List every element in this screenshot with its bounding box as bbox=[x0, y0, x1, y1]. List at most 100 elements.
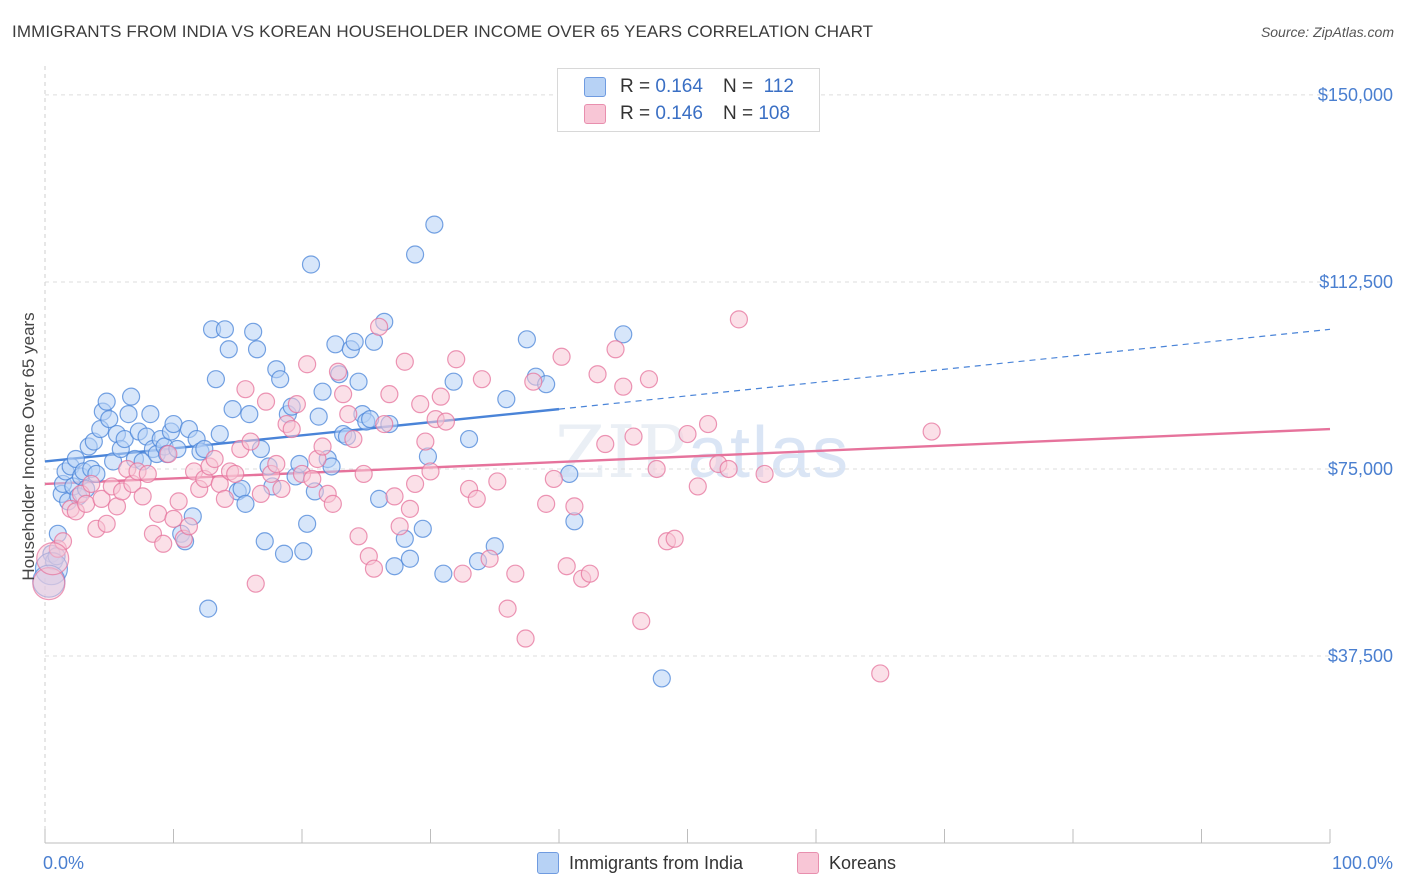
korean-point bbox=[665, 529, 684, 548]
korean-point bbox=[77, 494, 96, 513]
y-tick-label: $75,000 bbox=[1328, 459, 1393, 479]
korean-point bbox=[349, 527, 368, 546]
korean-point bbox=[524, 372, 543, 391]
korean-point bbox=[138, 464, 157, 484]
korean-point bbox=[344, 429, 363, 449]
india-point bbox=[309, 407, 328, 426]
india-point bbox=[240, 405, 259, 424]
korean-point bbox=[334, 385, 353, 404]
y-axis-title: Householder Income Over 65 years bbox=[19, 312, 38, 580]
korean-point bbox=[241, 432, 260, 451]
korean-point bbox=[380, 385, 399, 404]
korean-point bbox=[719, 459, 738, 479]
legend-r-label: R = bbox=[620, 103, 651, 124]
korean-point bbox=[588, 365, 607, 384]
y-tick-label: $37,500 bbox=[1328, 646, 1393, 666]
korean-point bbox=[246, 574, 265, 593]
legend-swatch-koreans bbox=[797, 852, 819, 874]
y-tick-label: $150,000 bbox=[1318, 85, 1393, 105]
korean-point bbox=[303, 469, 322, 489]
korean-point bbox=[421, 462, 440, 481]
india-point bbox=[326, 335, 345, 354]
india-point bbox=[271, 370, 290, 389]
korean-point bbox=[565, 497, 584, 516]
watermark-zip: ZIP bbox=[555, 410, 688, 494]
korean-point bbox=[298, 355, 317, 374]
korean-point bbox=[287, 395, 306, 414]
korean-point bbox=[364, 559, 384, 578]
korean-point bbox=[256, 392, 276, 411]
legend-swatch-koreans bbox=[584, 104, 606, 124]
india-point bbox=[370, 489, 389, 508]
korean-point bbox=[36, 542, 70, 576]
korean-point bbox=[639, 370, 659, 389]
legend-item-koreans[interactable]: Koreans bbox=[797, 852, 896, 874]
india-point bbox=[459, 429, 479, 449]
india-point bbox=[444, 372, 463, 391]
legend-n-label: N = bbox=[722, 103, 754, 124]
india-point bbox=[614, 325, 633, 344]
legend-row-india: R = 0.164 N = 112 bbox=[584, 75, 794, 99]
korean-point bbox=[557, 557, 576, 576]
axes bbox=[44, 66, 1331, 844]
india-point bbox=[164, 414, 183, 434]
korean-point bbox=[580, 564, 599, 583]
india-point bbox=[413, 519, 432, 538]
korean-point bbox=[472, 370, 491, 389]
korean-point bbox=[922, 422, 941, 441]
grid-lines bbox=[45, 94, 1330, 657]
korean-point bbox=[154, 534, 173, 553]
korean-point bbox=[416, 432, 435, 451]
india-point bbox=[385, 557, 404, 576]
korean-point bbox=[251, 484, 270, 504]
india-point bbox=[219, 340, 238, 359]
korean-point bbox=[226, 464, 245, 484]
india-point bbox=[298, 514, 317, 533]
korean-point bbox=[624, 427, 643, 446]
korean-point bbox=[614, 377, 633, 396]
korean-point bbox=[133, 487, 152, 506]
legend-label-india: Immigrants from India bbox=[569, 852, 744, 873]
korean-point bbox=[92, 489, 111, 508]
korean-point bbox=[755, 464, 774, 484]
india-point bbox=[199, 599, 218, 618]
india-point bbox=[425, 215, 444, 234]
india-point bbox=[223, 400, 242, 419]
india-point bbox=[349, 372, 368, 391]
korean-point bbox=[688, 477, 707, 496]
india-point bbox=[560, 464, 579, 484]
data-points bbox=[32, 215, 941, 688]
india-point bbox=[313, 382, 332, 401]
korean-point bbox=[272, 479, 291, 499]
korean-point bbox=[447, 350, 466, 369]
x-tick-label: 100.0% bbox=[1332, 853, 1393, 873]
korean-point bbox=[405, 474, 425, 494]
legend-label-koreans: Koreans bbox=[829, 852, 897, 873]
india-point bbox=[255, 532, 274, 551]
korean-point bbox=[698, 414, 718, 434]
korean-point bbox=[436, 412, 456, 431]
india-point bbox=[652, 669, 671, 688]
korean-point bbox=[871, 664, 890, 683]
india-point bbox=[121, 387, 141, 406]
korean-point bbox=[159, 444, 178, 464]
legend-r-label: R = bbox=[620, 76, 651, 97]
india-trend-extension bbox=[558, 328, 1331, 410]
korean-point bbox=[453, 564, 472, 583]
korean-point bbox=[179, 517, 199, 536]
india-point bbox=[215, 320, 234, 339]
korean-point bbox=[375, 414, 394, 434]
source-label: Source: ZipAtlas.com bbox=[1260, 24, 1394, 40]
india-point bbox=[100, 409, 119, 429]
india-point bbox=[294, 542, 313, 561]
india-point bbox=[206, 370, 226, 389]
korean-point bbox=[390, 517, 409, 536]
legend-n-value: 108 bbox=[758, 103, 791, 124]
korean-point bbox=[516, 629, 535, 648]
x-tick-label: 0.0% bbox=[43, 853, 84, 873]
korean-point bbox=[729, 310, 749, 329]
legend-item-india[interactable]: Immigrants from India bbox=[537, 852, 743, 874]
axis-labels: $37,500 $75,000 $112,500 $150,000 0.0% 100.0%… bbox=[19, 85, 1393, 873]
legend-r-value: 0.164 bbox=[655, 76, 703, 97]
korean-point bbox=[236, 380, 255, 399]
